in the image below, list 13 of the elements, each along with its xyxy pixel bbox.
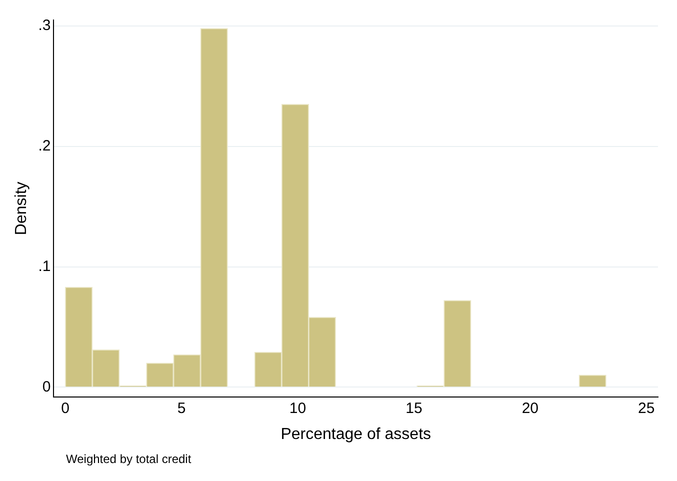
y-tick-label: .3: [38, 17, 51, 34]
x-tick-label: 0: [61, 400, 70, 417]
y-tick-label: .1: [38, 258, 51, 275]
x-tick-label: 20: [522, 400, 539, 417]
text: Weighted by total credit: [66, 452, 192, 466]
y-tick-label: .2: [38, 138, 51, 155]
x-tick-label: 10: [289, 400, 306, 417]
x-axis-title: Percentage of assets: [280, 426, 432, 443]
x-tick-label: 25: [638, 400, 655, 417]
x-tick-label: 15: [406, 400, 422, 417]
x-tick-label: 5: [177, 400, 186, 417]
y-tick-label: 0: [42, 378, 51, 396]
y-axis-title: Density: [13, 182, 30, 236]
